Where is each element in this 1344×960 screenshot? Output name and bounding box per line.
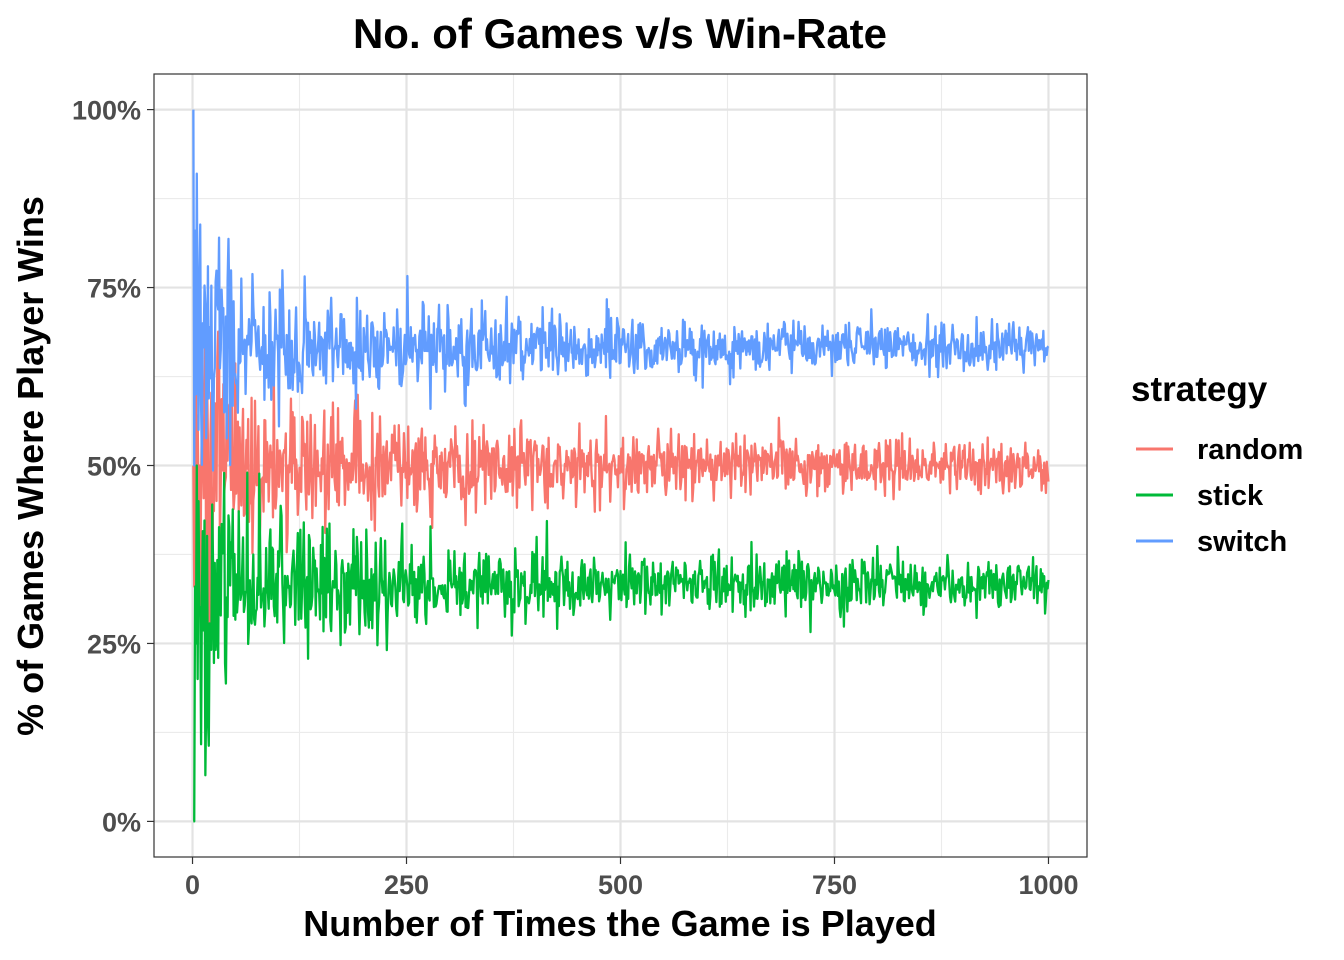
legend-title: strategy	[1131, 370, 1268, 409]
series-lines	[192, 109, 1050, 823]
x-tick-label: 750	[812, 870, 857, 900]
plot-panel	[153, 73, 1088, 858]
series-line-random	[192, 328, 1050, 634]
y-tick-label: 100%	[72, 96, 141, 126]
y-axis-title: % of Games Where Player Wins	[10, 196, 51, 736]
x-tick-label: 500	[598, 870, 643, 900]
legend-label-stick: stick	[1197, 480, 1264, 512]
x-tick-label: 250	[384, 870, 429, 900]
series-line-stick	[193, 464, 1050, 823]
y-tick-label: 0%	[102, 807, 141, 837]
grid-major	[154, 74, 1087, 857]
y-tick-label: 75%	[87, 274, 141, 304]
y-axis: 0% 25% 50% 75% 100%	[72, 96, 154, 837]
x-tick-label: 1000	[1018, 870, 1078, 900]
legend-label-switch: switch	[1197, 526, 1287, 558]
series-line-switch	[192, 109, 1050, 472]
x-axis: 0 250 500 750 1000	[185, 857, 1079, 900]
legend-label-random: random	[1197, 434, 1303, 466]
x-axis-title: Number of Times the Game is Played	[303, 903, 937, 944]
y-tick-label: 50%	[87, 452, 141, 482]
y-tick-label: 25%	[87, 629, 141, 659]
x-tick-label: 0	[185, 870, 200, 900]
chart-title: No. of Games v/s Win-Rate	[353, 10, 887, 57]
legend: strategy random stick switch	[1131, 370, 1303, 558]
